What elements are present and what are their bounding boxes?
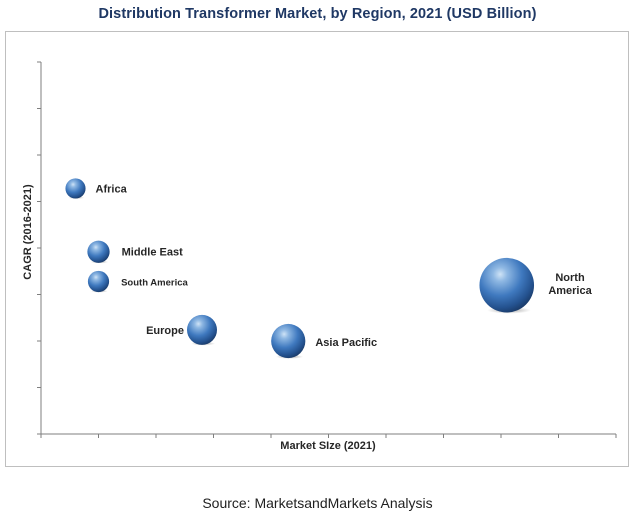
axes xyxy=(37,61,617,438)
source-note: Source: MarketsandMarkets Analysis xyxy=(202,495,433,511)
chart-frame xyxy=(5,31,629,467)
bubble-asia-pacific xyxy=(271,323,306,359)
bubbles xyxy=(65,178,535,359)
bubble-label-south-america: South America xyxy=(121,277,188,288)
bubble-south-america xyxy=(87,270,110,293)
bubble-labels: Africa Middle East South America Europe Asia… xyxy=(96,183,593,349)
bubble-north-america xyxy=(479,257,535,313)
bubble-label-europe: Europe xyxy=(146,325,184,337)
bubble-africa xyxy=(65,178,86,199)
y-axis-label: CAGR (2016-2021) xyxy=(22,184,34,280)
chart-title: Distribution Transformer Market, by Regi… xyxy=(98,6,537,22)
bubble-label-north-america: North America xyxy=(548,272,592,297)
x-axis-label: Market SIze (2021) xyxy=(280,440,376,452)
bubble-middle-east xyxy=(87,240,110,263)
bubble-europe xyxy=(187,314,217,345)
bubble-label-asia-pacific: Asia Pacific xyxy=(315,337,377,349)
bubble-label-middle-east: Middle East xyxy=(122,247,183,259)
bubble-label-africa: Africa xyxy=(96,183,128,195)
